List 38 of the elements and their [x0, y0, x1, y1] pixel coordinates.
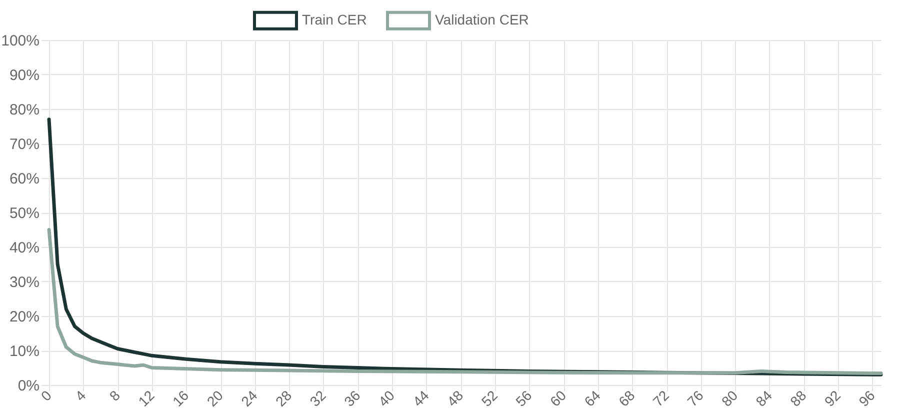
x-tick-label: 12 — [135, 386, 158, 410]
y-tick-label: 20% — [9, 308, 40, 326]
x-tick-label: 24 — [238, 386, 260, 410]
y-tick-label: 80% — [9, 102, 40, 118]
x-tick-label: 72 — [650, 386, 672, 410]
x-tick-label: 0 — [38, 386, 55, 404]
x-tick-label: 64 — [581, 386, 604, 410]
legend-label: Train CER — [302, 12, 367, 28]
y-tick-label: 50% — [9, 205, 40, 222]
x-tick-label: 20 — [204, 386, 226, 410]
x-tick-label: 80 — [718, 386, 741, 410]
x-tick-label: 84 — [752, 386, 776, 410]
y-tick-label: 70% — [9, 136, 40, 153]
x-tick-label: 96 — [856, 386, 878, 410]
x-tick-label: 32 — [306, 386, 330, 410]
x-tick-label: 16 — [169, 386, 192, 410]
x-tick-label: 60 — [546, 386, 570, 410]
legend-label: Validation CER — [435, 12, 529, 28]
x-tick-label: 40 — [375, 386, 398, 410]
x-tick-label: 8 — [106, 386, 124, 404]
x-tick-label: 52 — [478, 386, 501, 410]
x-tick-label: 28 — [272, 386, 295, 410]
x-tick-label: 44 — [410, 386, 432, 410]
x-tick-label: 4 — [72, 386, 89, 404]
x-tick-label: 92 — [821, 386, 844, 410]
y-tick-label: 100% — [1, 32, 40, 50]
x-tick-label: 56 — [512, 386, 535, 410]
y-tick-label: 40% — [9, 240, 40, 256]
y-tick-label: 60% — [9, 170, 40, 188]
x-tick-label: 36 — [340, 386, 364, 410]
y-tick-label: 0% — [18, 378, 40, 394]
y-tick-label: 30% — [9, 274, 40, 291]
y-tick-label: 10% — [9, 343, 40, 360]
x-tick-label: 48 — [444, 386, 466, 410]
y-tick-label: 90% — [9, 67, 40, 84]
x-tick-label: 88 — [786, 386, 810, 410]
x-tick-label: 76 — [684, 386, 706, 410]
x-tick-label: 68 — [615, 386, 638, 410]
